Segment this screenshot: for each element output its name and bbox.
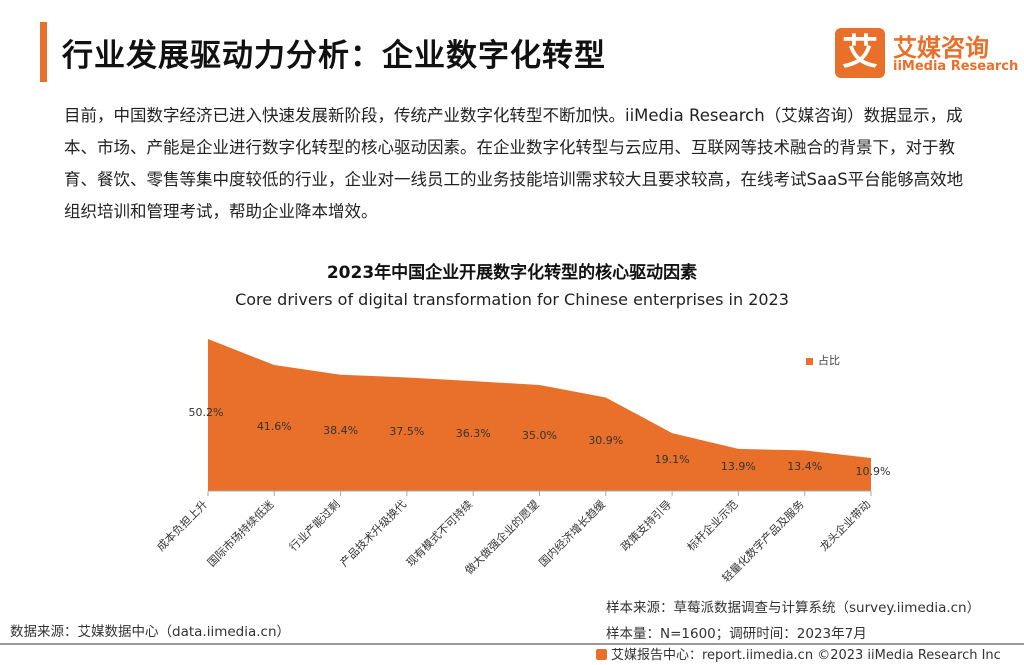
legend-label: 占比: [818, 354, 840, 367]
category-label: 龙头企业带动: [817, 497, 874, 554]
footer-text: 艾媒报告中心：report.iimedia.cn ©2023 iiMedia R…: [611, 648, 1001, 663]
footer: 艾媒报告中心：report.iimedia.cn ©2023 iiMedia R…: [596, 644, 1001, 663]
sample-size-note: 样本量：N=1600；调研时间：2023年7月: [606, 626, 867, 642]
page-title: 行业发展驱动力分析：企业数字化转型: [62, 38, 606, 74]
data-source-note: 数据来源：艾媒数据中心（data.iimedia.cn）: [10, 624, 291, 640]
data-label: 13.9%: [721, 460, 756, 473]
data-label: 50.2%: [189, 406, 224, 419]
iimedia-logo: 艾 艾媒咨询 iiMedia Research: [835, 28, 1020, 78]
data-label: 10.9%: [856, 465, 891, 478]
data-label: 30.9%: [588, 434, 623, 447]
intro-paragraph: 目前，中国数字经济已进入快速发展新阶段，传统产业数字化转型不断加快。iiMedi…: [64, 106, 964, 221]
logo-english-text: iiMedia Research: [893, 59, 1019, 74]
area-chart: 50.2% 成本负担上升 41.6% 国际市场持续低迷 38.4% 行业产能过剩 37.5%…: [154, 339, 891, 585]
category-label: 国内经济增长趋缓: [536, 497, 608, 569]
data-label: 36.3%: [456, 427, 491, 440]
legend-swatch: [806, 357, 813, 365]
data-label: 37.5%: [389, 425, 424, 438]
category-label: 标杆企业示范: [684, 497, 741, 554]
chart-title: 2023年中国企业开展数字化转型的核心驱动因素: [326, 263, 698, 283]
category-label: 行业产能过剩: [286, 497, 343, 554]
data-label: 38.4%: [323, 424, 358, 437]
data-label: 35.0%: [522, 429, 557, 442]
category-label: 政策支持引导: [618, 497, 675, 554]
footer-logo-icon: [596, 649, 607, 660]
data-label: 19.1%: [655, 453, 690, 466]
logo-mark-icon: 艾: [835, 28, 885, 78]
title-accent-bar: [40, 22, 47, 82]
footer-divider: [0, 643, 1024, 645]
chart-legend: 占比: [806, 352, 840, 368]
category-label: 产品技术升级换代: [337, 497, 409, 569]
category-label: 做大做强企业的愿望: [462, 497, 542, 577]
logo-chinese-text: 艾媒咨询: [893, 34, 989, 62]
chart-subtitle: Core drivers of digital transformation f…: [235, 290, 789, 309]
category-label: 成本负担上升: [154, 497, 211, 554]
category-label: 现有模式不可持续: [403, 497, 475, 569]
category-label: 国际市场持续低迷: [204, 497, 276, 569]
sample-source-note: 样本来源：草莓派数据调查与计算系统（survey.iimedia.cn）: [606, 600, 981, 616]
area-series-fill: [208, 339, 871, 491]
data-label: 13.4%: [787, 460, 822, 473]
data-label: 41.6%: [257, 420, 292, 433]
